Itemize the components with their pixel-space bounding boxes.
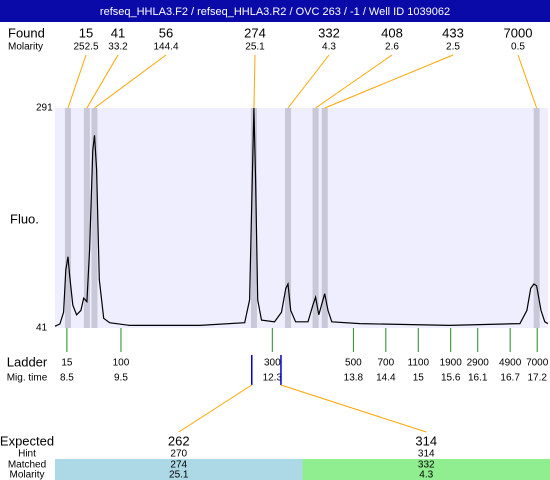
title: refseq_HHLA3.F2 / refseq_HHLA3.R2 / OVC … — [100, 6, 450, 18]
plot-area — [55, 108, 548, 328]
ladder-label: Ladder — [7, 354, 48, 369]
ladder-time: 15 — [413, 373, 425, 384]
expected-connector — [178, 384, 253, 433]
ladder-time: 14.4 — [376, 373, 396, 384]
match-background — [302, 459, 550, 480]
title-bar — [0, 0, 550, 22]
mig-time-label: Mig. time — [7, 373, 48, 384]
ladder-size: 500 — [345, 358, 362, 369]
found-molarity: 2.6 — [385, 42, 399, 53]
found-molarity: 25.1 — [245, 42, 265, 53]
ladder-size: 15 — [61, 358, 73, 369]
hint-size: 314 — [418, 449, 435, 460]
ladder-size: 700 — [377, 358, 394, 369]
ladder-time: 16.7 — [500, 373, 520, 384]
expected-size: 314 — [415, 433, 437, 448]
found-size: 7000 — [504, 25, 533, 40]
matched-molarity: 4.3 — [419, 470, 433, 480]
y-tick-label: 291 — [36, 103, 53, 114]
ladder-size: 1900 — [440, 358, 463, 369]
matched-molarity: 25.1 — [169, 470, 189, 480]
ladder-time: 13.8 — [344, 373, 364, 384]
peak-connector — [94, 54, 167, 109]
found-molarity: 144.4 — [153, 42, 178, 53]
peak-band — [91, 108, 98, 328]
found-size: 274 — [244, 25, 266, 40]
matched-size: 274 — [170, 460, 187, 471]
molarity-label: Molarity — [9, 470, 44, 480]
found-size: 41 — [111, 25, 125, 40]
expected-size: 262 — [168, 433, 190, 448]
peak-connector — [324, 54, 454, 109]
peak-connector — [517, 54, 538, 109]
found-size: 332 — [318, 25, 340, 40]
ladder-size: 2900 — [467, 358, 490, 369]
found-size: 15 — [79, 25, 93, 40]
found-size: 408 — [381, 25, 403, 40]
peak-band — [284, 108, 291, 328]
found-label: Found — [8, 25, 45, 40]
ladder-size: 100 — [113, 358, 130, 369]
peak-band — [321, 108, 328, 328]
peak-connector — [315, 54, 393, 109]
expected-label: Expected — [0, 433, 54, 448]
ladder-size: 300 — [264, 358, 281, 369]
peak-connector — [67, 54, 87, 109]
peak-connector — [86, 54, 119, 109]
found-size: 56 — [159, 25, 173, 40]
peak-band — [64, 108, 71, 328]
y-tick-label: 41 — [36, 323, 48, 334]
peak-connector — [287, 54, 330, 109]
expected-connector — [280, 384, 427, 433]
ladder-size: 7000 — [526, 358, 549, 369]
hint-label: Hint — [18, 449, 36, 460]
found-molarity: 33.2 — [108, 42, 128, 53]
found-molarity: 0.5 — [511, 42, 525, 53]
peak-connector — [253, 54, 256, 109]
peak-band — [533, 108, 540, 328]
ladder-time: 9.5 — [114, 373, 128, 384]
found-molarity: 4.3 — [322, 42, 336, 53]
peak-band — [250, 108, 257, 328]
match-background — [55, 459, 303, 480]
hint-size: 270 — [170, 449, 187, 460]
found-molarity: 252.5 — [73, 42, 98, 53]
ladder-time: 16.1 — [468, 373, 488, 384]
ladder-time: 8.5 — [60, 373, 74, 384]
trace — [54, 107, 549, 327]
ladder-time: 12.3 — [263, 373, 283, 384]
peak-band — [83, 108, 90, 328]
matched-label: Matched — [8, 460, 46, 471]
ladder-size: 1100 — [408, 358, 430, 369]
found-size: 433 — [442, 25, 464, 40]
y-axis-label: Fluo. — [10, 211, 39, 226]
ladder-size: 4900 — [499, 358, 522, 369]
ladder-time: 17.2 — [527, 373, 547, 384]
found-molarity: 2.5 — [446, 42, 460, 53]
matched-size: 332 — [418, 460, 435, 471]
ladder-time: 15.6 — [441, 373, 461, 384]
peak-band — [312, 108, 319, 328]
molarity-label: Molarity — [8, 42, 43, 53]
